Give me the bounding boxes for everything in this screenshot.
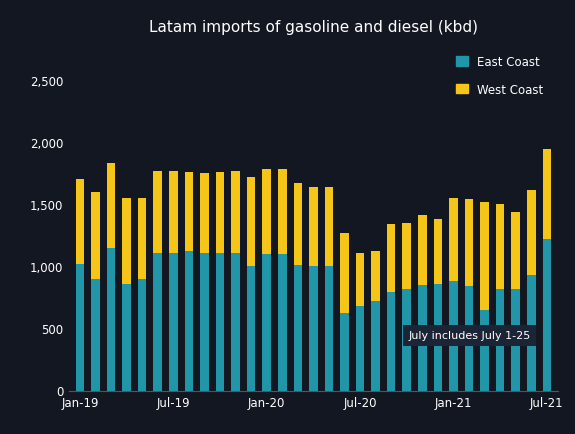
- Text: July includes July 1-25: July includes July 1-25: [409, 331, 531, 341]
- Bar: [154, 171, 162, 253]
- Bar: [325, 266, 333, 391]
- Bar: [200, 253, 209, 391]
- Bar: [325, 187, 333, 266]
- Bar: [309, 266, 317, 391]
- Bar: [434, 220, 442, 284]
- Bar: [122, 284, 131, 391]
- Bar: [200, 174, 209, 253]
- Bar: [169, 171, 178, 253]
- Bar: [262, 170, 271, 254]
- Bar: [480, 310, 489, 391]
- Bar: [185, 172, 193, 252]
- Bar: [76, 264, 84, 391]
- Bar: [91, 279, 99, 391]
- Bar: [107, 248, 116, 391]
- Bar: [247, 266, 255, 391]
- Bar: [76, 180, 84, 264]
- Bar: [107, 164, 116, 248]
- Bar: [356, 253, 365, 306]
- Bar: [138, 279, 147, 391]
- Bar: [402, 223, 411, 289]
- Bar: [247, 178, 255, 266]
- Title: Latam imports of gasoline and diesel (kbd): Latam imports of gasoline and diesel (kb…: [149, 20, 478, 35]
- Bar: [465, 286, 473, 391]
- Bar: [496, 204, 504, 289]
- Legend: East Coast, West Coast: East Coast, West Coast: [453, 53, 547, 100]
- Bar: [449, 198, 458, 282]
- Bar: [543, 239, 551, 391]
- Bar: [185, 252, 193, 391]
- Bar: [543, 150, 551, 239]
- Bar: [371, 301, 380, 391]
- Bar: [262, 254, 271, 391]
- Bar: [496, 289, 504, 391]
- Bar: [402, 289, 411, 391]
- Bar: [309, 187, 317, 266]
- Bar: [449, 282, 458, 391]
- Bar: [278, 170, 286, 254]
- Bar: [231, 171, 240, 253]
- Bar: [293, 265, 302, 391]
- Bar: [278, 254, 286, 391]
- Bar: [216, 172, 224, 253]
- Bar: [231, 253, 240, 391]
- Bar: [387, 293, 396, 391]
- Bar: [122, 198, 131, 284]
- Bar: [511, 212, 520, 289]
- Bar: [154, 253, 162, 391]
- Bar: [511, 289, 520, 391]
- Bar: [216, 253, 224, 391]
- Bar: [356, 306, 365, 391]
- Bar: [527, 191, 535, 275]
- Bar: [418, 285, 427, 391]
- Bar: [340, 233, 349, 314]
- Bar: [340, 314, 349, 391]
- Bar: [434, 284, 442, 391]
- Bar: [480, 202, 489, 310]
- Bar: [465, 200, 473, 286]
- Bar: [91, 192, 99, 279]
- Bar: [418, 216, 427, 285]
- Bar: [293, 184, 302, 265]
- Bar: [371, 252, 380, 301]
- Bar: [387, 224, 396, 293]
- Bar: [138, 198, 147, 279]
- Bar: [527, 275, 535, 391]
- Bar: [169, 253, 178, 391]
